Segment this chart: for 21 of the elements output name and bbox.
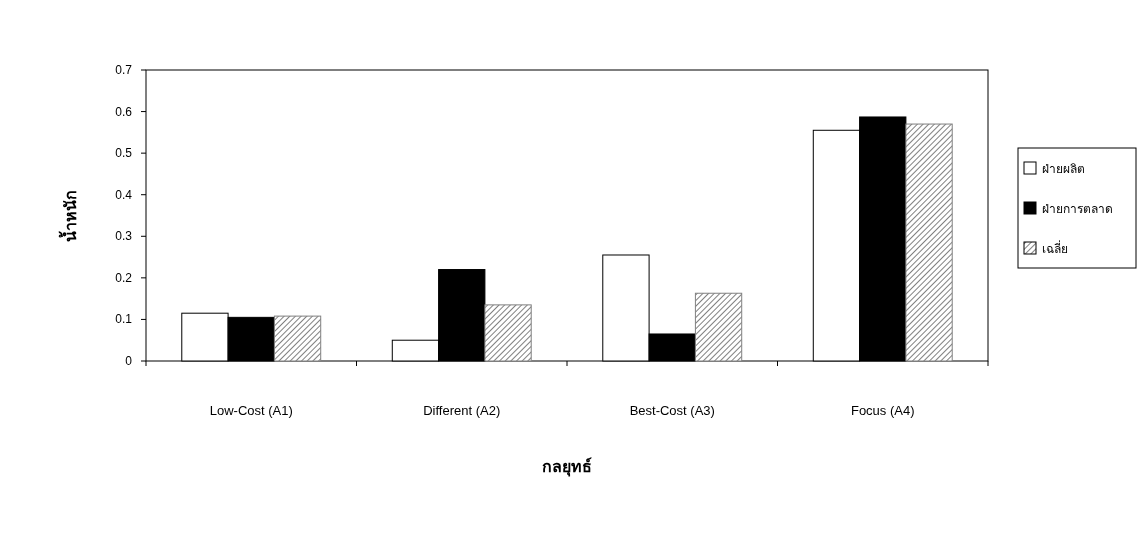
y-axis-title: น้ำหนัก	[58, 189, 79, 242]
x-tick-label: Focus (A4)	[850, 403, 915, 418]
y-tick-label: 0.7	[115, 63, 133, 77]
x-axis-title: กลยุทธ์	[542, 457, 592, 477]
legend-label: ฝ่ายผลิต	[1042, 162, 1085, 176]
y-tick-label: 0.4	[115, 187, 133, 202]
legend-label: ฝ่ายการตลาด	[1042, 202, 1113, 216]
y-tick-label: 0.6	[115, 104, 133, 119]
x-tick-label: Low-Cost (A1)	[209, 403, 293, 418]
y-tick-label: 0.3	[115, 229, 133, 244]
y-tick-label: 0.1	[115, 312, 133, 327]
legend-label: เฉลี่ย	[1042, 240, 1068, 256]
y-tick-label: 0.5	[115, 146, 133, 161]
bar	[905, 123, 953, 362]
x-tick-label: Best-Cost (A3)	[629, 403, 715, 418]
bar	[484, 304, 532, 362]
x-tick-label: Different (A2)	[423, 403, 501, 418]
y-tick-label: 0.2	[115, 270, 133, 285]
bar	[273, 315, 322, 362]
bar	[694, 292, 743, 362]
y-tick-label: 0	[125, 354, 133, 368]
